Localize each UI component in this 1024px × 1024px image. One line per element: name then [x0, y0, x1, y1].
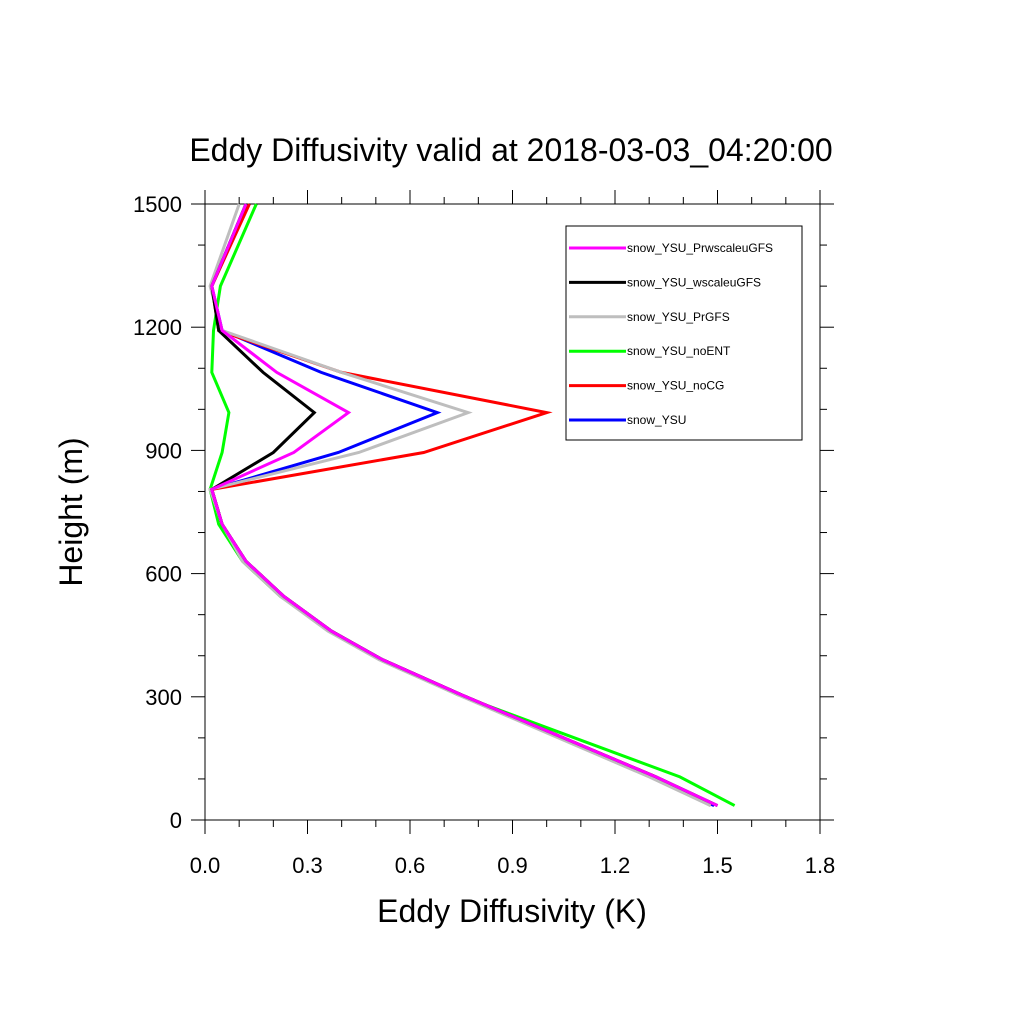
- x-tick-label: 0.6: [395, 853, 426, 878]
- y-tick-label: 900: [145, 438, 182, 463]
- x-tick-label: 0.9: [497, 853, 528, 878]
- series-line-snow_YSU_PrwscaleuGFS: [209, 203, 719, 807]
- legend: snow_YSU_PrwscaleuGFS snow_YSU_wscaleuGFS…: [565, 225, 803, 441]
- y-tick-label: 300: [145, 685, 182, 710]
- x-tick-label: 1.8: [805, 853, 836, 878]
- chart-title: Eddy Diffusivity valid at 2018-03-03_04:…: [189, 132, 832, 168]
- x-tick-label: 1.5: [702, 853, 733, 878]
- plot-area: 0.0 0.3 0.6 0.9 1.2 1.5 1.8 0 300 600 900 1200 1500 s…: [133, 190, 835, 878]
- y-tick-label: 1200: [133, 315, 182, 340]
- legend-box: [565, 225, 803, 441]
- x-axis: 0.0 0.3 0.6 0.9 1.2 1.5 1.8: [190, 190, 836, 878]
- x-axis-label: Eddy Diffusivity (K): [377, 893, 647, 929]
- legend-label: snow_YSU_PrwscaleuGFS: [627, 241, 773, 255]
- y-tick-label: 600: [145, 562, 182, 587]
- y-axis: 0 300 600 900 1200 1500: [133, 192, 834, 833]
- legend-label: snow_YSU_noENT: [627, 344, 731, 358]
- x-tick-label: 0.3: [292, 853, 323, 878]
- legend-label: snow_YSU_PrGFS: [627, 310, 730, 324]
- legend-label: snow_YSU_wscaleuGFS: [627, 275, 761, 289]
- x-tick-label: 1.2: [600, 853, 631, 878]
- legend-label: snow_YSU: [627, 413, 686, 427]
- series-group: [208, 203, 736, 807]
- x-tick-label: 0.0: [190, 853, 221, 878]
- legend-label: snow_YSU_noCG: [627, 379, 724, 393]
- y-axis-label: Height (m): [53, 437, 89, 586]
- y-tick-label: 1500: [133, 192, 182, 217]
- y-tick-label: 0: [170, 808, 182, 833]
